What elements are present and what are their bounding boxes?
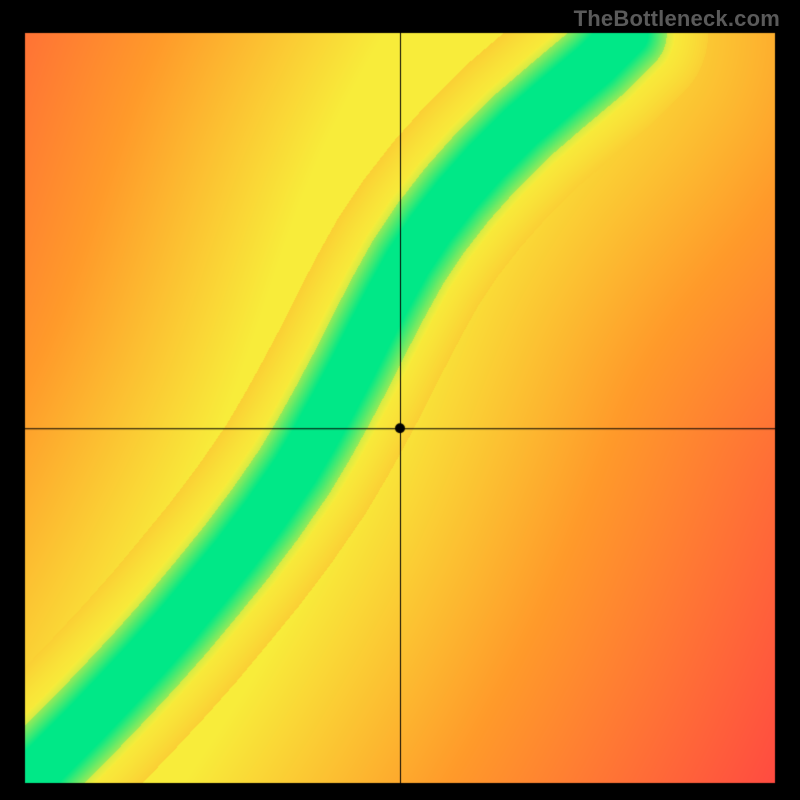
watermark-text: TheBottleneck.com — [574, 6, 780, 32]
chart-container: TheBottleneck.com — [0, 0, 800, 800]
heatmap-canvas — [0, 0, 800, 800]
